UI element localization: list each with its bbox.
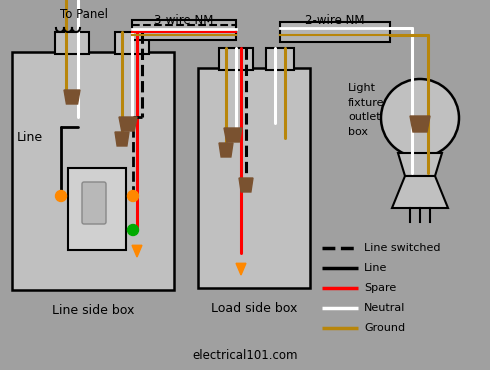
Text: Neutral: Neutral	[364, 303, 405, 313]
Text: Spare: Spare	[364, 283, 396, 293]
FancyBboxPatch shape	[132, 20, 236, 40]
FancyBboxPatch shape	[12, 52, 174, 290]
Polygon shape	[410, 116, 430, 132]
Polygon shape	[236, 263, 246, 275]
Polygon shape	[64, 90, 80, 104]
Text: Line: Line	[17, 131, 43, 144]
Text: To Panel: To Panel	[60, 8, 108, 21]
Text: 3-wire NM: 3-wire NM	[154, 13, 214, 27]
FancyBboxPatch shape	[82, 182, 106, 224]
Polygon shape	[132, 245, 142, 257]
Text: 2-wire NM: 2-wire NM	[305, 13, 365, 27]
Circle shape	[127, 225, 139, 235]
Text: Line switched: Line switched	[364, 243, 441, 253]
FancyBboxPatch shape	[198, 68, 310, 288]
Polygon shape	[224, 128, 242, 142]
Text: electrical101.com: electrical101.com	[192, 349, 298, 362]
Polygon shape	[219, 143, 233, 157]
Polygon shape	[392, 176, 448, 208]
FancyBboxPatch shape	[266, 48, 294, 70]
Circle shape	[55, 191, 67, 202]
Text: Load side box: Load side box	[211, 302, 297, 315]
Polygon shape	[119, 117, 137, 131]
Text: Line: Line	[364, 263, 388, 273]
Polygon shape	[398, 153, 442, 176]
Text: Light
fixture
outlet
box: Light fixture outlet box	[348, 83, 385, 137]
FancyBboxPatch shape	[115, 32, 149, 54]
FancyBboxPatch shape	[68, 168, 126, 250]
Circle shape	[127, 191, 139, 202]
FancyBboxPatch shape	[280, 22, 390, 42]
FancyBboxPatch shape	[55, 32, 89, 54]
Text: Ground: Ground	[364, 323, 405, 333]
Text: Line side box: Line side box	[52, 304, 134, 317]
Polygon shape	[239, 178, 253, 192]
Polygon shape	[115, 132, 129, 146]
FancyBboxPatch shape	[219, 48, 253, 70]
Ellipse shape	[381, 79, 459, 157]
